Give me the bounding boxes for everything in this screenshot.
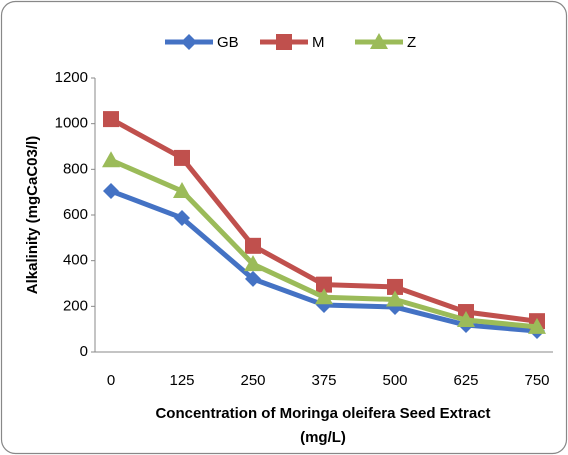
data-point xyxy=(103,111,119,128)
y-tick-label: 600 xyxy=(63,206,88,223)
data-point xyxy=(103,183,119,200)
x-axis-title: Concentration of Moringa oleifera Seed E… xyxy=(155,405,490,422)
x-tick-label: 125 xyxy=(169,372,194,389)
data-point xyxy=(316,276,332,293)
data-point xyxy=(457,311,475,328)
data-point xyxy=(102,151,120,168)
legend-marker xyxy=(370,33,388,49)
x-tick-label: 0 xyxy=(107,372,115,389)
x-tick-label: 500 xyxy=(382,372,407,389)
legend-label: GB xyxy=(217,34,239,51)
data-point xyxy=(173,182,191,199)
data-point xyxy=(174,209,190,226)
y-tick-label: 400 xyxy=(63,252,88,269)
data-point xyxy=(174,149,190,166)
x-axis-title: (mg/L) xyxy=(300,429,346,446)
data-point xyxy=(245,270,261,287)
legend-marker xyxy=(181,34,197,50)
y-tick-label: 800 xyxy=(63,160,88,177)
data-point xyxy=(245,237,261,254)
x-tick-label: 375 xyxy=(311,372,336,389)
data-point xyxy=(244,255,262,272)
data-point xyxy=(315,288,333,305)
x-tick-label: 750 xyxy=(524,372,549,389)
y-tick-label: 1200 xyxy=(55,69,88,86)
legend-label: Z xyxy=(407,34,416,51)
data-point xyxy=(528,317,546,334)
data-point xyxy=(387,278,403,295)
y-axis-title: Alkalinity (mgCaC03/l) xyxy=(24,136,41,294)
y-tick-label: 1000 xyxy=(55,115,88,132)
x-tick-label: 625 xyxy=(453,372,478,389)
legend-marker xyxy=(276,34,292,50)
legend-label: M xyxy=(312,34,325,51)
y-tick-label: 200 xyxy=(63,297,88,314)
x-tick-label: 250 xyxy=(240,372,265,389)
y-tick-label: 0 xyxy=(80,343,88,360)
data-point xyxy=(386,290,404,307)
